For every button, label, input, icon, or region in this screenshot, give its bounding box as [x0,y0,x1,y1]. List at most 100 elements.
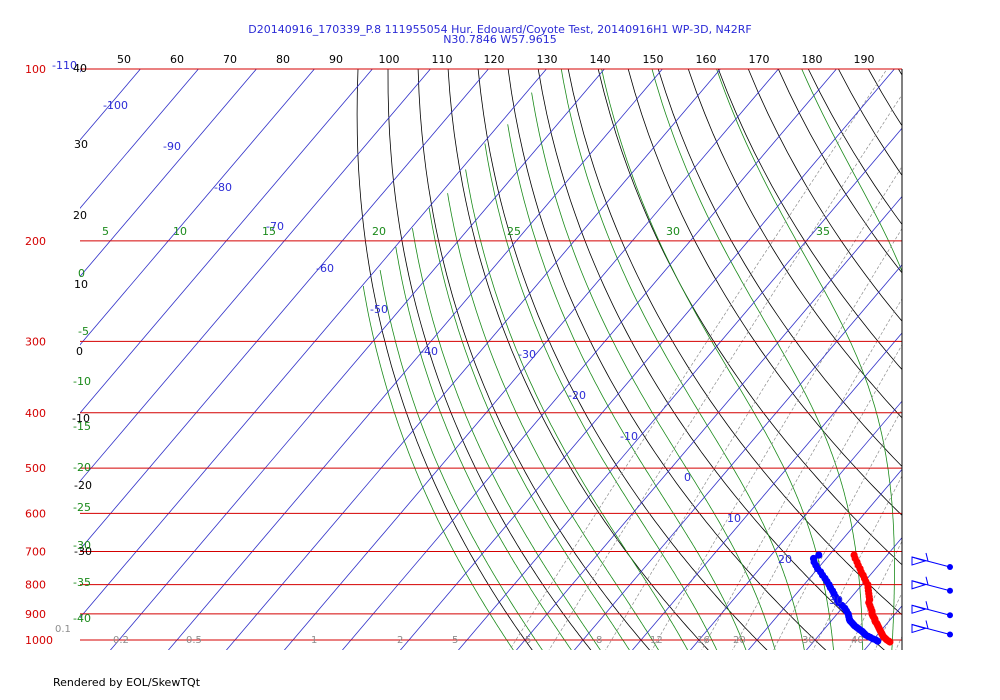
mixing-ratio-label: 0.1 [55,624,71,635]
moist-adiabat-label: -25 [73,501,91,514]
left-temp-label: -20 [74,479,92,492]
dewpoint-point [815,551,823,559]
theta-tick-label: 70 [223,53,237,66]
theta-tick-label: 110 [432,53,453,66]
moist-adiabat-label: -15 [73,420,91,433]
dry-adiabat-label: 20 [778,553,792,566]
moist-adiabat-line [979,69,1000,652]
theta-tick-label: 100 [379,53,400,66]
dry-adiabat-line [417,69,651,650]
wind-barb-feather [925,620,929,629]
dry-adiabat-label: 0 [684,471,691,484]
pressure-tick-label: 400 [25,407,46,420]
dry-adiabat-label: -80 [214,181,232,194]
dry-adiabat-line [657,69,902,468]
dry-adiabat-line [989,69,1000,652]
mixing-ratio-label: 5 [452,635,458,646]
dry-adiabat-line [356,69,533,650]
isotherm-line [80,69,315,346]
dry-adiabat-label: -10 [620,430,638,443]
mixing-ratio-line [874,592,902,650]
dry-adiabat-label: -60 [316,262,334,275]
theta-tick-label: 50 [117,53,131,66]
isotherm-line [979,56,1000,652]
isotherm-line [80,69,431,482]
dry-adiabat-line [687,69,902,419]
left-temp-label: -110 [52,59,77,72]
dry-adiabat-label: -90 [163,140,181,153]
isotherm-line [747,468,902,650]
temperature-point [850,551,858,559]
wind-barb-pennant [911,604,927,614]
left-temp-label: 40 [73,62,87,75]
mixing-ratio-line [962,69,1000,652]
theta-tick-label: 170 [749,53,770,66]
moist-adiabat-label: 25 [507,225,521,238]
isotherm-line [399,69,895,650]
chart-title: D20140916_170339_P.8 111955054 Hur. Edou… [248,23,752,36]
theta-tick-label: 90 [329,53,343,66]
left-temp-label: -10 [72,412,90,425]
theta-tick-label: 180 [802,53,823,66]
wind-barb-pennant [911,623,927,634]
dry-adiabat-label: -70 [266,220,284,233]
moist-adiabat-label: 15 [262,225,276,238]
dry-adiabat-line [958,69,1000,652]
pressure-tick-label: 600 [25,507,46,520]
isotherm-line [80,69,489,551]
wind-barb-feather [925,552,929,562]
isotherm-line [863,605,902,650]
moist-adiabat-line [428,207,630,650]
wind-barb-pennant [911,580,927,590]
mixing-ratio-label: 0.2 [113,635,129,646]
left-temp-label: 20 [73,209,87,222]
pressure-tick-label: 500 [25,462,46,475]
moist-adiabat-label: -20 [73,461,91,474]
mixing-ratio-label: 30 [802,635,815,646]
moist-adiabat-line [531,92,776,650]
mixing-ratio-label: 20 [733,635,746,646]
theta-tick-label: 80 [276,53,290,66]
pressure-tick-label: 700 [25,546,46,559]
moist-adiabat-label: 35 [816,225,830,238]
mixing-ratio-label: 0.5 [186,635,202,646]
moist-adiabat-label: 5 [102,225,109,238]
mixing-ratio-line [548,94,902,650]
dry-adiabat-line [717,69,902,371]
moist-adiabat-label: 10 [173,225,187,238]
isotherm-line [109,69,605,650]
theta-tick-label: 130 [537,53,558,66]
footer-credit: Rendered by EOL/SkewTQt [53,676,201,689]
isotherm-line [80,69,199,209]
mixing-ratio-line [701,298,902,650]
mixing-ratio-label: 1 [311,635,317,646]
moist-adiabat-label: -5 [78,325,89,338]
wind-barb-feather [925,576,929,585]
dry-adiabat-label: -40 [420,345,438,358]
moist-adiabat-line [507,124,747,650]
moist-adiabat-label: -35 [73,576,91,589]
moist-adiabat-line [601,69,834,650]
mixing-ratio-line [848,540,902,650]
pressure-tick-label: 1000 [25,634,53,647]
dry-adiabat-line [838,69,902,177]
dry-adiabat-line [597,69,902,566]
isotherm-line [283,69,779,650]
mixing-ratio-line [509,69,888,650]
left-temp-label: -30 [74,545,92,558]
left-temp-label: 0 [76,345,83,358]
moist-adiabat-line [412,228,601,650]
isotherm-line [80,69,547,619]
theta-tick-label: 60 [170,53,184,66]
pressure-tick-label: 800 [25,579,46,592]
dry-adiabat-label: -100 [103,99,128,112]
moist-adiabat-label: -30 [73,539,91,552]
isotherm-line [225,69,721,650]
theta-tick-label: 140 [590,53,611,66]
moist-adiabat-line [379,270,543,650]
isotherm-line [341,69,837,650]
isotherm-line [457,127,902,650]
mixing-ratio-line [812,475,902,650]
dry-adiabat-line [627,69,902,516]
